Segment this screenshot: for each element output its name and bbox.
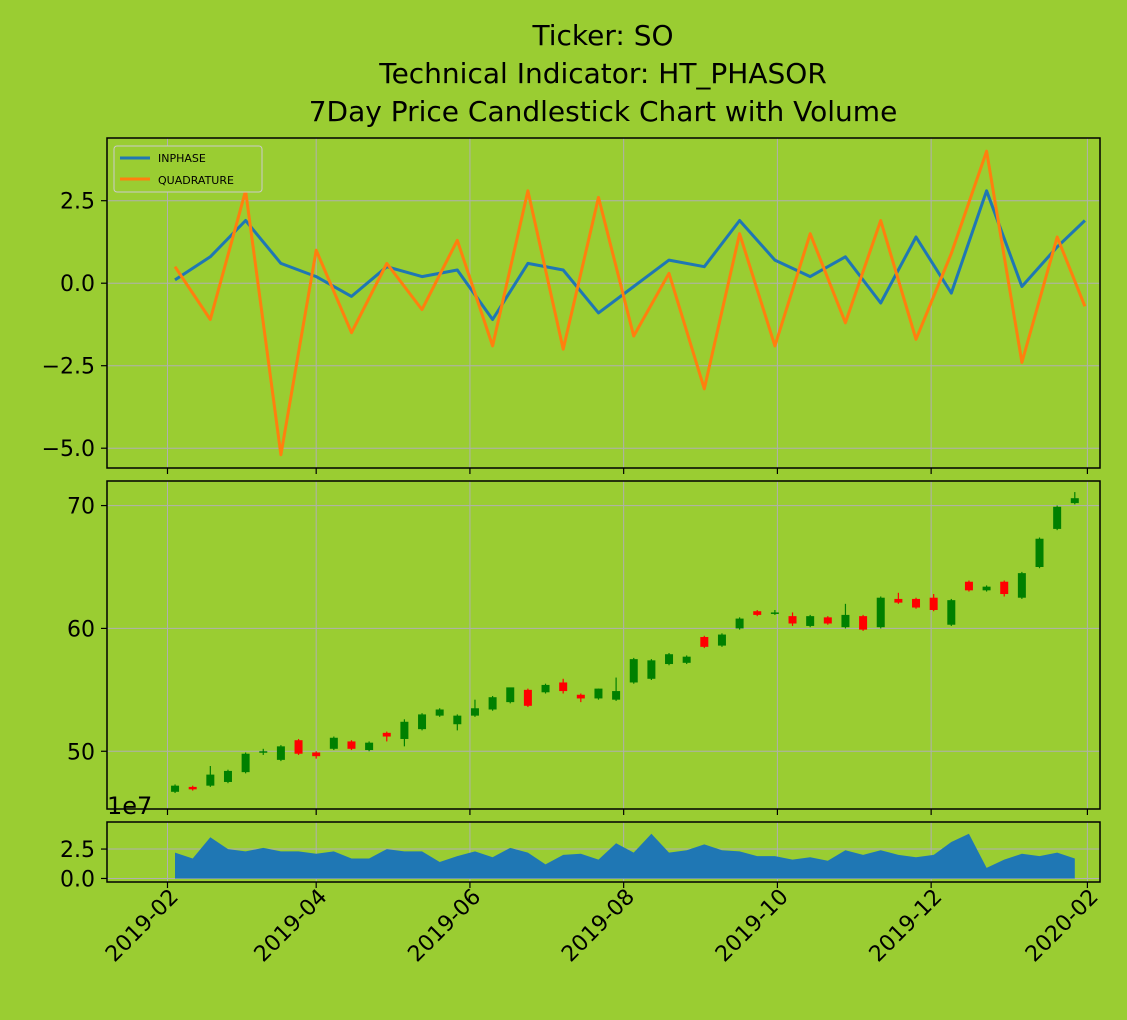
legend-box	[113, 145, 263, 193]
candle-body	[876, 597, 885, 628]
candle-body	[576, 694, 585, 699]
legend-label-quadrature: QUADRATURE	[158, 174, 234, 187]
x-tick-label: 2019-06	[403, 885, 486, 968]
candle-body	[523, 689, 532, 706]
candle-body	[312, 752, 321, 757]
indicator-panel: 2.5 0.0 −2.5 −5.0	[42, 137, 1101, 474]
candle-body	[241, 753, 250, 773]
candle-body	[788, 616, 797, 624]
candle-body	[823, 617, 832, 624]
y-tick-label: 0.0	[60, 867, 95, 892]
candle-body	[470, 708, 479, 716]
x-axis-ticks: 2019-02 2019-04 2019-06 2019-08 2019-10 2019-…	[101, 885, 1104, 968]
candle-body	[329, 737, 338, 749]
candle-body	[982, 586, 991, 591]
candle-body	[894, 598, 903, 603]
x-tick-label: 2019-02	[101, 885, 184, 968]
x-tick-label: 2019-12	[865, 885, 948, 968]
candle-body	[418, 714, 427, 730]
candle-body	[700, 637, 709, 647]
candle-body	[912, 598, 921, 608]
candle-body	[453, 715, 462, 725]
candle-body	[964, 581, 973, 591]
y-tick-label: 60	[67, 617, 95, 642]
candle-body	[647, 660, 656, 679]
chart-title-line-2: Technical Indicator: HT_PHASOR	[378, 57, 827, 90]
candle-body	[382, 732, 391, 737]
candle-body	[488, 697, 497, 710]
candle-body	[400, 721, 409, 739]
legend-label-inphase: INPHASE	[158, 152, 206, 165]
y-tick-label: −5.0	[42, 437, 95, 462]
y-tick-label: −2.5	[42, 355, 95, 380]
candle-body	[294, 740, 303, 754]
y-tick-label: 2.5	[60, 190, 95, 215]
candle-body	[206, 774, 215, 786]
candle-body	[541, 684, 550, 693]
candle-body	[188, 786, 197, 790]
chart-title-line-1: Ticker: SO	[531, 19, 673, 52]
x-tick-label: 2019-10	[711, 885, 794, 968]
candle-body	[365, 742, 374, 751]
x-tick-label: 2020-02	[1021, 885, 1104, 968]
y-tick-label: 50	[67, 740, 95, 765]
x-tick-label: 2019-08	[557, 885, 640, 968]
candle-body	[947, 600, 956, 625]
x-tick-label: 2019-04	[250, 885, 333, 968]
candle-body	[276, 746, 285, 760]
price-panel: 50 60 70	[67, 480, 1101, 815]
candle-body	[841, 614, 850, 628]
candle-body	[753, 611, 762, 615]
candle-body	[859, 616, 868, 630]
candle-body	[259, 751, 268, 753]
panel-frame-1	[106, 480, 1101, 810]
candle-body	[171, 785, 180, 792]
panel-frame-0	[106, 137, 1101, 469]
candle-body	[770, 612, 779, 614]
volume-area	[175, 833, 1075, 879]
candle-body	[435, 709, 444, 716]
candle-body	[223, 770, 232, 782]
candle-body	[1053, 506, 1062, 529]
candle-body	[559, 682, 568, 692]
volume-offset-label: 1e7	[107, 792, 152, 820]
candle-body	[1035, 538, 1044, 567]
candle-body	[665, 654, 674, 665]
chart-title-line-3: 7Day Price Candlestick Chart with Volume	[309, 95, 898, 128]
candle-body	[735, 618, 744, 629]
series-line-quadrature	[173, 149, 1087, 457]
candle-body	[806, 616, 815, 626]
candle-body	[682, 656, 691, 663]
legend: INPHASE QUADRATURE	[113, 145, 263, 193]
candle-body	[629, 659, 638, 683]
candle-body	[347, 741, 356, 749]
candle-body	[594, 688, 603, 699]
series-line-inphase	[174, 189, 1086, 321]
candle-body	[1000, 581, 1009, 595]
candle-body	[506, 687, 515, 703]
candle-body	[1070, 498, 1079, 504]
candle-body	[929, 597, 938, 610]
candle-body	[612, 691, 621, 700]
y-tick-label: 0.0	[60, 272, 95, 297]
volume-panel: 2.50.0	[60, 821, 1101, 892]
panel-frame-2	[106, 821, 1101, 883]
y-tick-label: 2.5	[60, 838, 95, 863]
y-tick-label: 70	[67, 495, 95, 520]
candle-body	[1017, 573, 1026, 598]
candle-body	[717, 634, 726, 646]
